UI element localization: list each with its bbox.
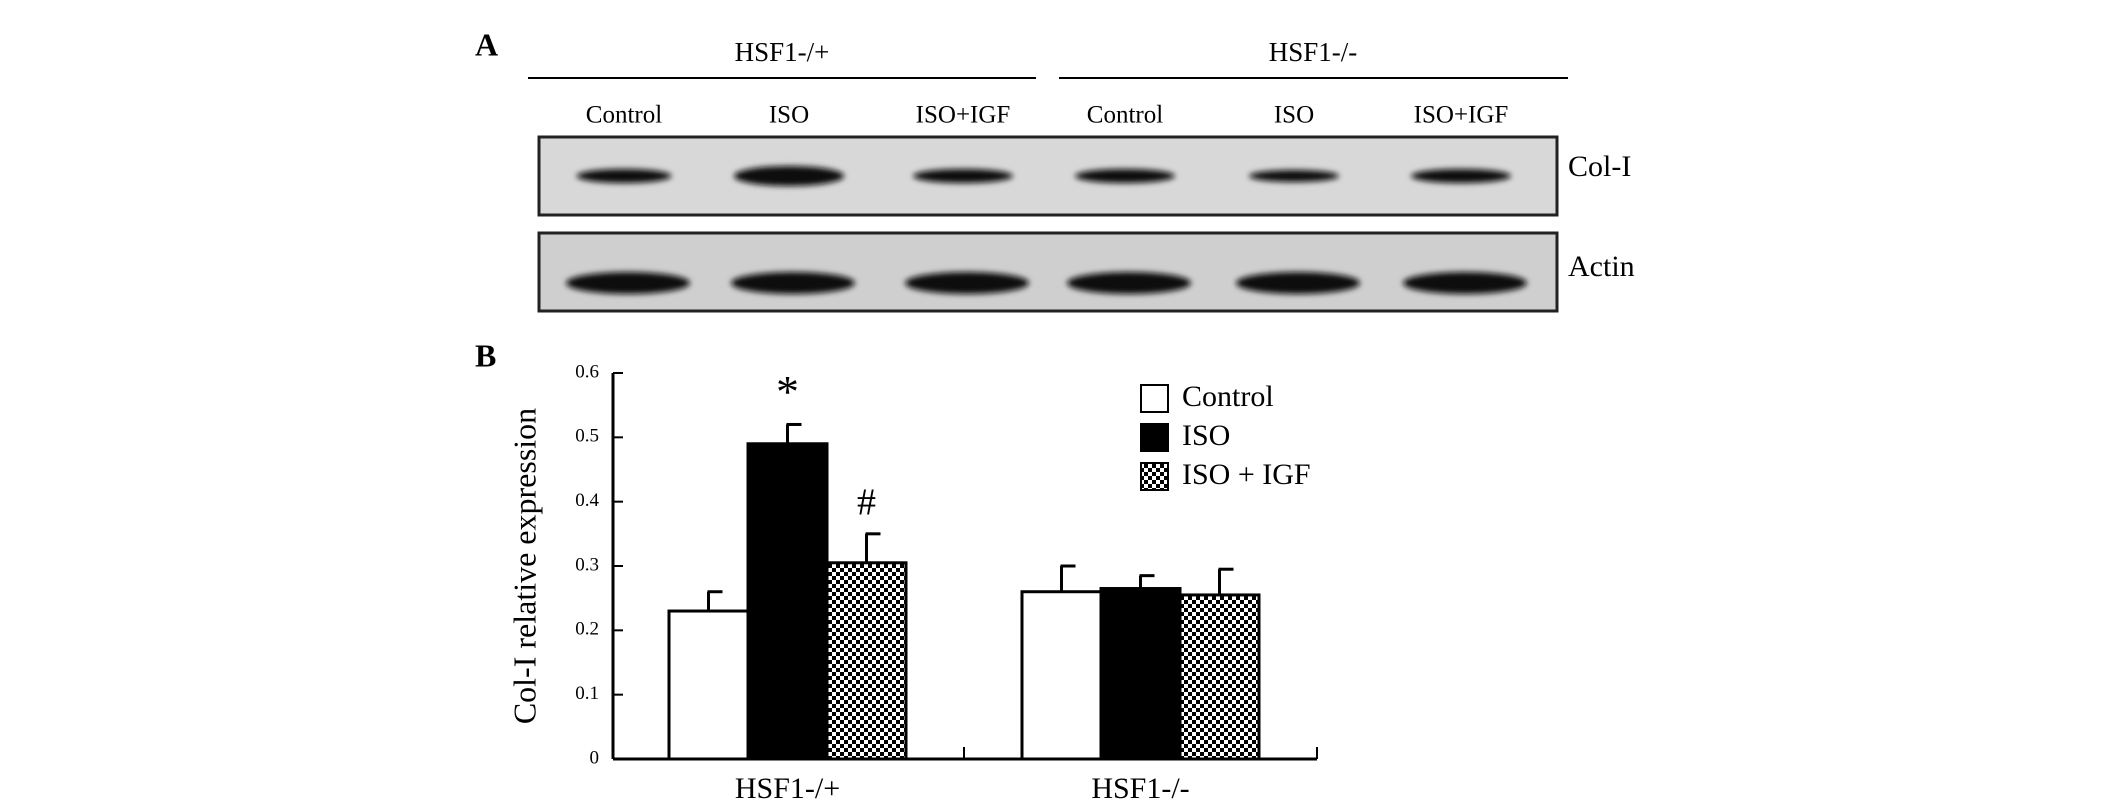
western-blot-panel: A HSF1-/+ HSF1-/- Col-I Actin Control ISO… xyxy=(475,26,1635,313)
y-tick-label: 0.4 xyxy=(575,490,599,511)
blot-band xyxy=(1403,272,1527,294)
blot-band xyxy=(1411,169,1511,183)
blot-label: Actin xyxy=(1568,250,1635,283)
blot-band xyxy=(576,169,672,183)
y-tick-label: 0.5 xyxy=(575,426,599,447)
blot-band xyxy=(1067,272,1191,294)
lane-label: ISO xyxy=(769,102,809,129)
lane-label: ISO+IGF xyxy=(1414,102,1509,129)
lane-label: Control xyxy=(586,102,662,129)
significance-marker: # xyxy=(857,482,876,524)
legend-swatch xyxy=(1140,462,1169,491)
blot-label: Col-I xyxy=(1568,150,1631,183)
blot-band xyxy=(566,272,690,294)
y-tick-label: 0.2 xyxy=(575,619,599,640)
lane-label: ISO+IGF xyxy=(916,102,1011,129)
blot-band xyxy=(1249,170,1339,182)
x-tick-label: HSF1-/- xyxy=(1091,772,1189,803)
y-tick-label: 0.6 xyxy=(575,361,599,382)
legend-swatch xyxy=(1140,384,1169,413)
blot-band xyxy=(731,272,855,294)
bar xyxy=(667,609,750,761)
lane-label: ISO xyxy=(1274,102,1314,129)
blot-band xyxy=(905,272,1029,294)
y-tick-label: 0.1 xyxy=(575,683,599,704)
bar xyxy=(825,561,908,761)
blot-band xyxy=(1075,169,1175,183)
legend-swatch xyxy=(1140,423,1169,452)
panel-label: B xyxy=(475,337,496,373)
blot-band xyxy=(734,166,844,186)
y-axis-label: Col-I relative expression xyxy=(506,408,542,724)
bar xyxy=(1099,587,1182,761)
blot-band xyxy=(913,169,1013,183)
lane-label: Control xyxy=(1087,102,1163,129)
blot-strip xyxy=(537,231,1559,313)
blot-strip xyxy=(537,135,1559,217)
y-tick-label: 0 xyxy=(590,747,600,768)
bar xyxy=(746,442,829,761)
bar xyxy=(1178,593,1261,761)
legend-label: ISO + IGF xyxy=(1182,458,1311,491)
legend-label: ISO xyxy=(1182,419,1230,452)
group-label: HSF1-/- xyxy=(1269,37,1358,67)
group-label: HSF1-/+ xyxy=(735,37,830,67)
blot-band xyxy=(1236,272,1360,294)
legend-label: Control xyxy=(1182,380,1274,413)
y-tick-label: 0.3 xyxy=(575,554,599,575)
panel-label: A xyxy=(475,26,498,62)
bar xyxy=(1020,590,1103,761)
significance-marker: * xyxy=(776,366,799,417)
bar-chart: B Col-I relative expression 0 0.1 0.2 0.3 0.… xyxy=(475,337,1318,803)
x-tick-label: HSF1-/+ xyxy=(735,772,840,803)
